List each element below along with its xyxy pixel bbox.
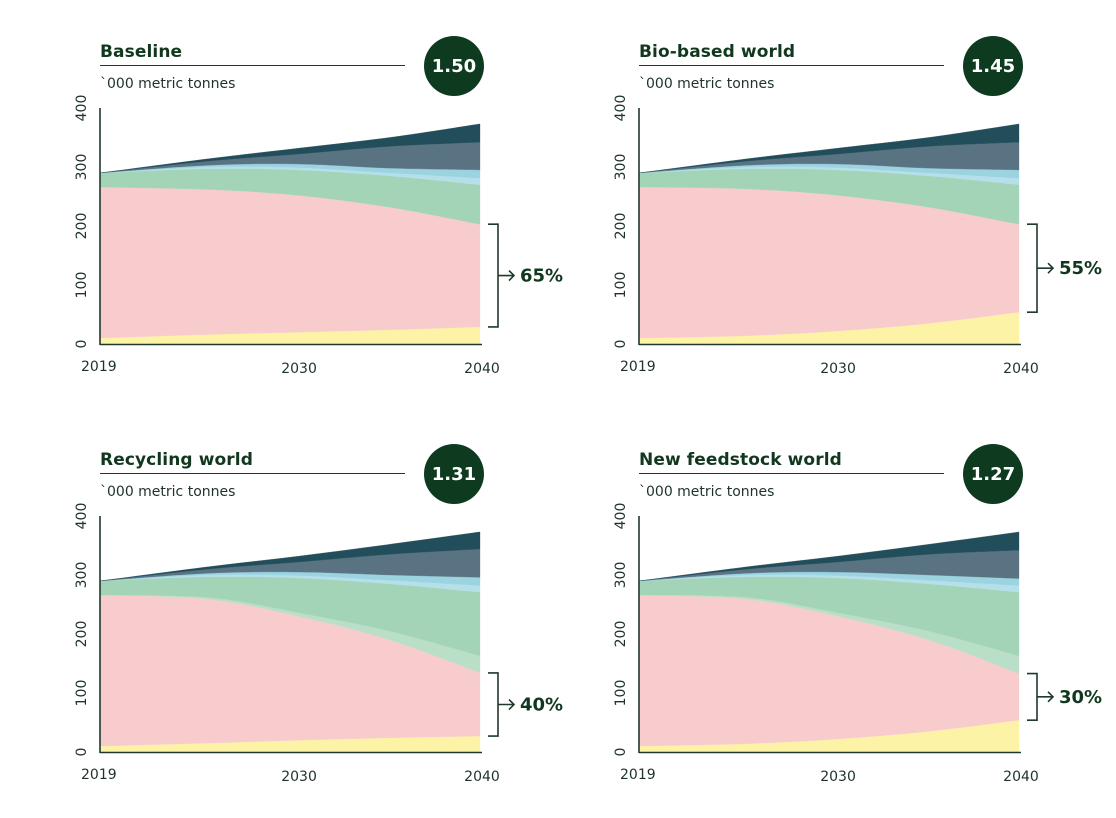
- title-divider: [639, 65, 944, 66]
- bracket: [1027, 672, 1038, 721]
- dark-teal-layer: [638, 531, 1020, 582]
- score-badge: 1.31: [424, 444, 484, 504]
- title-divider: [100, 65, 405, 66]
- panel-title: Bio-based world: [639, 42, 796, 62]
- title-divider: [639, 473, 944, 474]
- y-tick-label: 100: [74, 272, 90, 299]
- y-tick-label: 0: [613, 748, 629, 757]
- dark-teal-layer: [99, 531, 481, 582]
- percentage-label: 65%: [520, 266, 563, 287]
- y-tick-label: 300: [613, 154, 629, 181]
- x-tick-label: 2019: [81, 359, 117, 375]
- y-tick-label: 100: [613, 680, 629, 707]
- area-chart: 0 100 200 300 400 2019 2030 2040 30%: [613, 503, 1102, 785]
- y-tick-label: 200: [74, 621, 90, 648]
- score-badge: 1.45: [963, 36, 1023, 96]
- panel-recycling-world: Recycling world `000 metric tonnes 1.31 …: [60, 428, 600, 818]
- unit-label: `000 metric tonnes: [100, 484, 236, 500]
- unit-label: `000 metric tonnes: [639, 76, 775, 92]
- y-tick-label: 200: [74, 213, 90, 240]
- arrow-right-icon: [498, 698, 516, 711]
- y-tick-label: 400: [613, 503, 629, 530]
- x-tick-label: 2040: [1003, 361, 1039, 377]
- y-tick-label: 100: [613, 272, 629, 299]
- y-tick-label: 200: [613, 621, 629, 648]
- y-tick-label: 0: [74, 748, 90, 757]
- y-tick-label: 400: [74, 503, 90, 530]
- x-tick-label: 2019: [81, 767, 117, 783]
- x-tick-label: 2030: [281, 361, 317, 377]
- dark-teal-layer: [99, 123, 481, 174]
- y-tick-label: 100: [74, 680, 90, 707]
- percentage-label: 40%: [520, 695, 563, 716]
- title-divider: [100, 473, 405, 474]
- panel-bio-based-world: Bio-based world `000 metric tonnes 1.45 …: [599, 20, 1116, 410]
- panel-new-feedstock-world: New feedstock world `000 metric tonnes 1…: [599, 428, 1116, 818]
- x-tick-label: 2030: [281, 769, 317, 785]
- x-tick-label: 2019: [620, 359, 656, 375]
- panel-title: Recycling world: [100, 450, 253, 470]
- percentage-label: 30%: [1059, 687, 1102, 708]
- area-chart: 0 100 200 300 400 2019 2030 2040 55%: [613, 95, 1102, 377]
- x-tick-label: 2030: [820, 361, 856, 377]
- y-tick-label: 400: [613, 95, 629, 122]
- bracket: [488, 672, 499, 737]
- panel-baseline: Baseline `000 metric tonnes 1.50 0 100 200…: [60, 20, 600, 410]
- area-chart: 0 100 200 300 400 2019 2030 2040 40%: [74, 503, 563, 785]
- x-tick-label: 2040: [464, 769, 500, 785]
- score-badge: 1.27: [963, 444, 1023, 504]
- bracket: [1027, 223, 1038, 313]
- arrow-right-icon: [1037, 691, 1055, 703]
- x-tick-label: 2040: [464, 361, 500, 377]
- y-tick-label: 0: [74, 340, 90, 349]
- y-tick-label: 300: [74, 154, 90, 181]
- score-badge: 1.50: [424, 36, 484, 96]
- x-tick-label: 2040: [1003, 769, 1039, 785]
- x-tick-label: 2030: [820, 769, 856, 785]
- x-tick-label: 2019: [620, 767, 656, 783]
- y-tick-label: 300: [74, 562, 90, 589]
- y-tick-label: 200: [613, 213, 629, 240]
- bracket: [488, 223, 499, 328]
- panel-title: New feedstock world: [639, 450, 842, 470]
- y-tick-label: 400: [74, 95, 90, 122]
- arrow-right-icon: [498, 269, 516, 282]
- y-tick-label: 300: [613, 562, 629, 589]
- unit-label: `000 metric tonnes: [100, 76, 236, 92]
- panel-title: Baseline: [100, 42, 183, 62]
- percentage-label: 55%: [1059, 258, 1102, 279]
- unit-label: `000 metric tonnes: [639, 484, 775, 500]
- dark-teal-layer: [638, 123, 1020, 174]
- arrow-right-icon: [1037, 262, 1055, 274]
- area-chart: 0 100 200 300 400 2019 2030 2040 65%: [74, 95, 563, 377]
- y-tick-label: 0: [613, 340, 629, 349]
